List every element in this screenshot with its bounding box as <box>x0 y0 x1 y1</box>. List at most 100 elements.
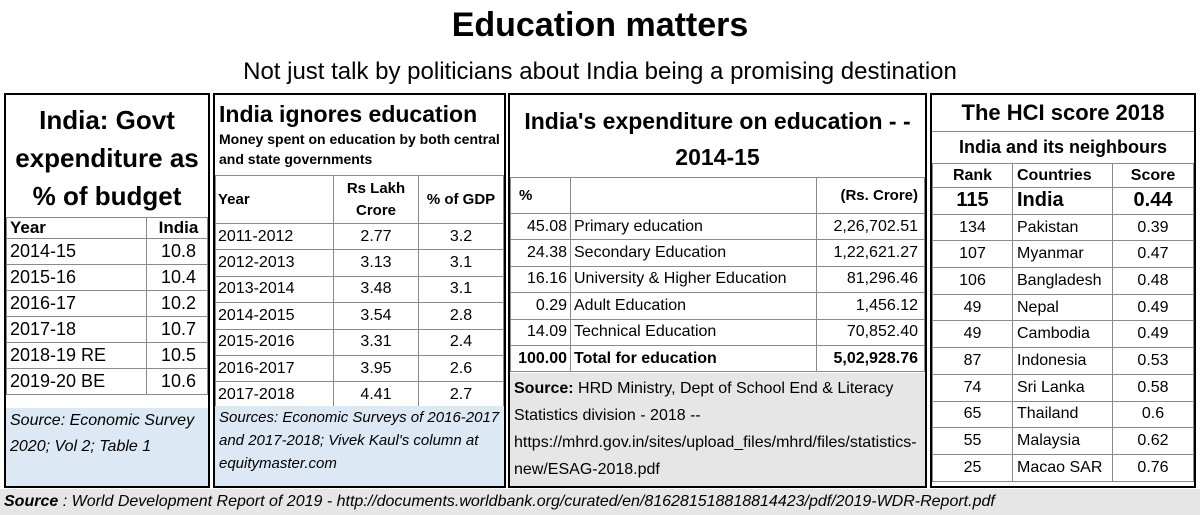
table-row: 49 Cambodia 0.49 <box>932 320 1194 349</box>
education-spending-source: Sources: Economic Surveys of 2016-2017 a… <box>215 406 504 486</box>
amount-cell: 2.77 <box>333 222 419 251</box>
expenditure-source-text: HRD Ministry, Dept of School End & Liter… <box>514 380 917 478</box>
hci-header-countries: Countries <box>1012 163 1113 188</box>
budget-share-source: Source: Economic Survey 2020; Vol 2; Tab… <box>6 408 208 486</box>
gdp-cell: 3.1 <box>418 275 504 304</box>
budget-share-header-year: Year <box>6 217 147 239</box>
table-row: 115 India 0.44 <box>932 187 1194 215</box>
percent-cell: 14.09 <box>510 318 571 346</box>
year-cell: 2014-15 <box>6 238 147 265</box>
footer-source-label: Source <box>4 493 59 510</box>
education-spending-table: Year Rs Lakh Crore % of GDP 2011-2012 2.7… <box>215 175 504 409</box>
value-cell: 10.2 <box>145 290 208 317</box>
category-cell: Secondary Education <box>570 239 817 267</box>
category-cell: University & Higher Education <box>570 265 817 294</box>
education-spending-panel: India ignores education Money spent on e… <box>213 93 506 488</box>
score-cell: 0.49 <box>1112 320 1194 349</box>
table-row: 65 Thailand 0.6 <box>932 400 1194 429</box>
table-row: 2012-2013 3.13 3.1 <box>215 249 504 277</box>
score-cell: 0.48 <box>1112 267 1194 295</box>
score-cell: 0.62 <box>1112 427 1194 455</box>
value-cell: 10.4 <box>145 264 208 291</box>
value-cell: 10.8 <box>145 238 208 265</box>
country-cell: Macao SAR <box>1012 453 1113 482</box>
year-cell: 2015-16 <box>6 264 147 291</box>
table-row: 2017-2018 4.41 2.7 <box>215 381 504 409</box>
amount-cell: 1,456.12 <box>816 292 925 320</box>
education-spending-header-year: Year <box>215 175 334 224</box>
value-cell: 10.5 <box>145 342 208 369</box>
amount-cell: 3.54 <box>333 302 419 330</box>
education-spending-title: India ignores education <box>219 101 478 127</box>
table-row: 134 Pakistan 0.39 <box>932 213 1194 242</box>
expenditure-header-percent: % <box>510 177 571 214</box>
table-row: 2014-15 10.8 <box>6 238 208 265</box>
score-cell: 0.6 <box>1112 400 1194 429</box>
year-cell: 2011-2012 <box>215 222 334 251</box>
table-row: 2017-18 10.7 <box>6 316 208 343</box>
rank-cell: 74 <box>932 373 1013 402</box>
table-row: 16.16 University & Higher Education 81,296… <box>510 265 925 294</box>
score-cell: 0.44 <box>1112 187 1194 215</box>
table-row: 25 Macao SAR 0.76 <box>932 453 1194 482</box>
hci-score-subtitle: India and its neighbours <box>932 131 1194 163</box>
budget-share-table: Year India 2014-15 10.8 2015-16 10.4 2016-17… <box>6 217 208 395</box>
amount-cell: 3.13 <box>333 249 419 277</box>
budget-share-panel: India: Govt expenditure as % of budget Y… <box>4 93 210 488</box>
year-cell: 2019-20 BE <box>6 368 147 395</box>
table-row: 2013-2014 3.48 3.1 <box>215 275 504 304</box>
year-cell: 2016-2017 <box>215 354 334 383</box>
gdp-cell: 3.2 <box>418 222 504 251</box>
rank-cell: 87 <box>932 347 1013 375</box>
gdp-cell: 2.8 <box>418 302 504 330</box>
rank-cell: 106 <box>932 267 1013 295</box>
rank-cell: 134 <box>932 213 1013 242</box>
table-row: 2016-17 10.2 <box>6 290 208 317</box>
category-cell: Primary education <box>570 212 817 241</box>
year-cell: 2018-19 RE <box>6 342 147 369</box>
rank-cell: 49 <box>932 320 1013 349</box>
year-cell: 2016-17 <box>6 290 147 317</box>
country-cell: Indonesia <box>1012 347 1113 375</box>
percent-cell: 0.29 <box>510 292 571 320</box>
rank-cell: 49 <box>932 293 1013 322</box>
budget-share-title: India: Govt expenditure as % of budget <box>15 105 199 211</box>
table-row: 2019-20 BE 10.6 <box>6 368 208 395</box>
score-cell: 0.47 <box>1112 240 1194 269</box>
page-subtitle: Not just talk by politicians about India… <box>243 58 957 85</box>
hci-header-rank: Rank <box>932 163 1013 188</box>
country-cell: Malaysia <box>1012 427 1113 455</box>
category-cell: Total for education <box>570 344 817 373</box>
education-spending-header-gdp: % of GDP <box>418 175 504 224</box>
percent-cell: 16.16 <box>510 265 571 294</box>
table-row: 2018-19 RE 10.5 <box>6 342 208 369</box>
score-cell: 0.49 <box>1112 293 1194 322</box>
expenditure-breakdown-source: Source: HRD Ministry, Dept of School End… <box>510 373 925 486</box>
expenditure-header-amount: (Rs. Crore) <box>816 177 925 214</box>
footer-source: Source : World Development Report of 201… <box>0 489 1200 515</box>
score-cell: 0.53 <box>1112 347 1194 375</box>
table-row: 49 Nepal 0.49 <box>932 293 1194 322</box>
table-row: 55 Malaysia 0.62 <box>932 427 1194 455</box>
amount-cell: 3.48 <box>333 275 419 304</box>
amount-cell: 70,852.40 <box>816 318 925 346</box>
page-title: Education matters <box>451 6 749 44</box>
amount-cell: 3.31 <box>333 328 419 356</box>
hci-score-panel: The HCI score 2018 India and its neighbo… <box>930 93 1196 488</box>
rank-cell: 107 <box>932 240 1013 269</box>
amount-cell: 3.95 <box>333 354 419 383</box>
table-row: 100.00 Total for education 5,02,928.76 <box>510 344 925 373</box>
rank-cell: 25 <box>932 453 1013 482</box>
score-cell: 0.76 <box>1112 453 1194 482</box>
category-cell: Adult Education <box>570 292 817 320</box>
education-spending-header-amount: Rs Lakh Crore <box>333 175 419 224</box>
hci-score-table: Rank Countries Score 115 India 0.44 134 Paki… <box>932 163 1194 482</box>
score-cell: 0.39 <box>1112 213 1194 242</box>
country-cell: Myanmar <box>1012 240 1113 269</box>
table-row: 45.08 Primary education 2,26,702.51 <box>510 212 925 241</box>
table-row: 2015-16 10.4 <box>6 264 208 291</box>
table-row: 107 Myanmar 0.47 <box>932 240 1194 269</box>
year-cell: 2017-2018 <box>215 381 334 409</box>
year-cell: 2012-2013 <box>215 249 334 277</box>
amount-cell: 2,26,702.51 <box>816 212 925 241</box>
